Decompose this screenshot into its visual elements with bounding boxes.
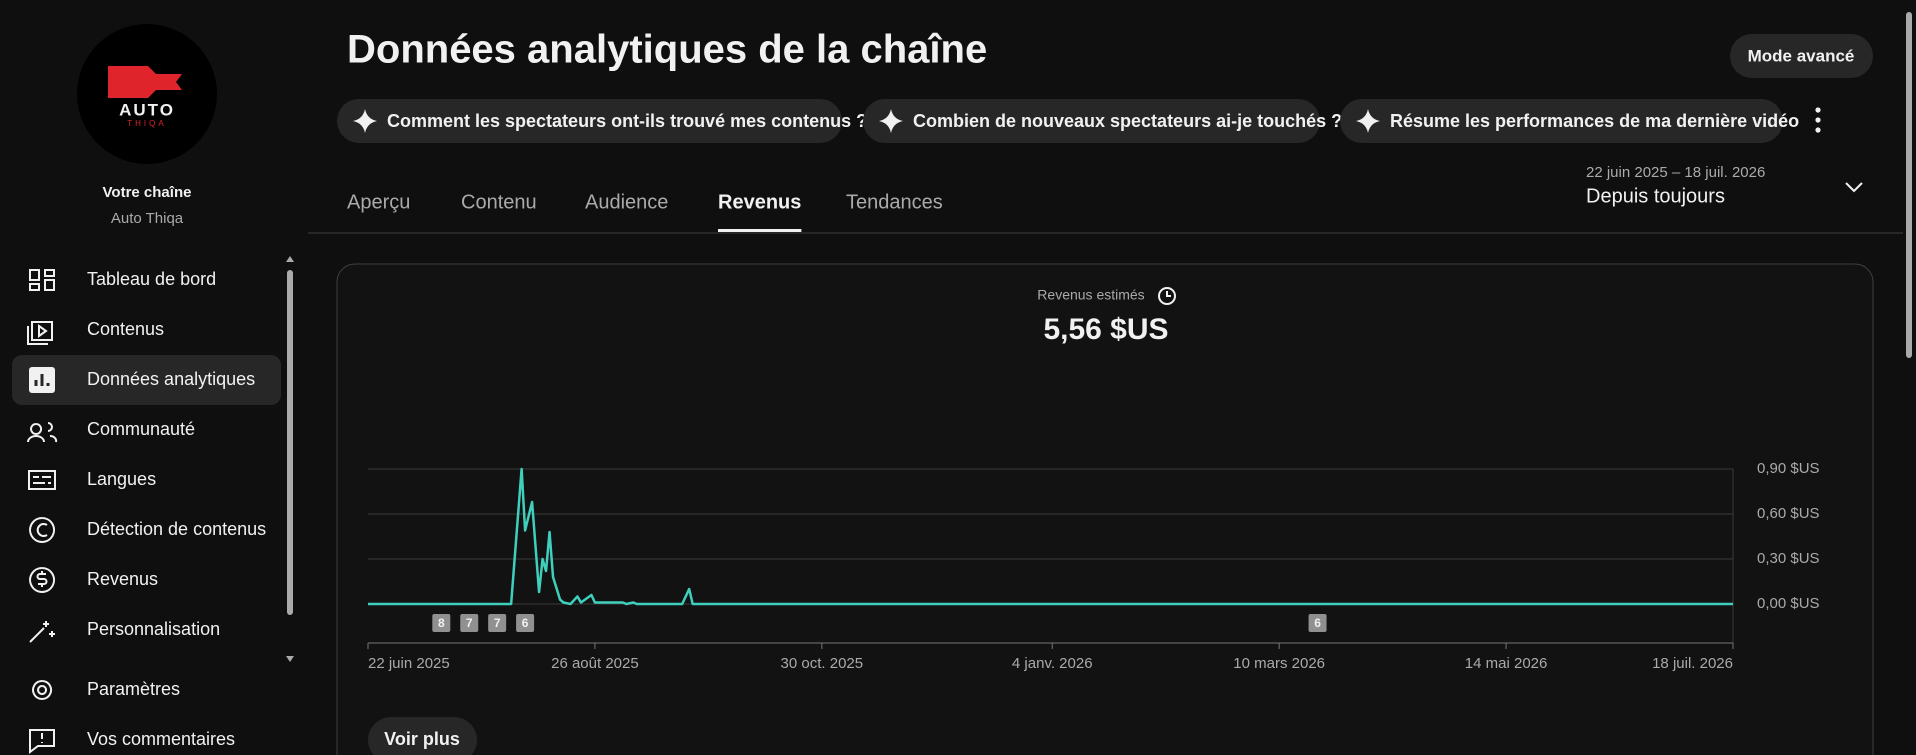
date-label[interactable]: Depuis toujours bbox=[1586, 185, 1725, 207]
x-tick-label: 10 mars 2026 bbox=[1233, 655, 1325, 672]
tab-underline bbox=[718, 229, 802, 232]
scroll-down[interactable] bbox=[286, 656, 294, 662]
x-tick-label: 22 juin 2025 bbox=[368, 655, 450, 672]
advanced-button[interactable] bbox=[1730, 34, 1873, 78]
nav-item[interactable]: Contenus bbox=[87, 319, 164, 339]
nav-item[interactable]: Détection de contenus bbox=[87, 519, 266, 539]
nav-active-bg bbox=[12, 355, 281, 405]
y-tick-label: 0,30 $US bbox=[1757, 550, 1820, 567]
nav-icon bbox=[29, 621, 55, 643]
logo-key bbox=[108, 66, 182, 98]
sparkle-icon bbox=[879, 109, 903, 133]
nav-icon bbox=[28, 470, 56, 490]
chart: 0,00 $US 0,30 $US 0,60 $US 0,90 $US 22 juin … bbox=[367, 460, 1820, 672]
nav-icon bbox=[27, 321, 53, 345]
sparkle-icon bbox=[1356, 109, 1380, 133]
chip[interactable] bbox=[863, 99, 1320, 143]
x-tick-label: 30 oct. 2025 bbox=[781, 655, 864, 672]
nav-icon bbox=[29, 729, 55, 754]
page-title: Données analytiques de la chaîne bbox=[347, 28, 987, 72]
y-tick-label: 0,90 $US bbox=[1757, 460, 1820, 477]
video-marker[interactable] bbox=[432, 614, 451, 632]
video-marker[interactable] bbox=[1308, 614, 1327, 632]
video-marker[interactable] bbox=[460, 614, 479, 632]
nav-item[interactable]: Tableau de bord bbox=[87, 269, 216, 289]
chips: Comment les spectateurs ont-ils trouvé m… bbox=[337, 99, 1799, 143]
chip-label: Combien de nouveaux spectateurs ai-je to… bbox=[913, 111, 1342, 131]
logo-subtext: THIQA bbox=[127, 119, 166, 128]
y-tick-label: 0,60 $US bbox=[1757, 505, 1820, 522]
advanced-button-label: Mode avancé bbox=[1748, 46, 1855, 65]
nav-icon bbox=[29, 269, 55, 291]
nav-icon bbox=[27, 422, 58, 443]
channel-name: Auto Thiqa bbox=[111, 210, 184, 227]
nav-icon bbox=[34, 374, 50, 386]
date-chevron[interactable] bbox=[1845, 182, 1863, 193]
nav-item[interactable]: Langues bbox=[87, 469, 156, 489]
nav-item[interactable]: Revenus bbox=[87, 569, 158, 589]
nav-icon bbox=[29, 567, 56, 593]
video-marker[interactable] bbox=[488, 614, 507, 632]
video-marker[interactable] bbox=[516, 614, 535, 632]
video-marker-label: 6 bbox=[522, 616, 529, 630]
more-button[interactable] bbox=[368, 717, 477, 755]
metric-label: Revenus estimés bbox=[1037, 287, 1144, 303]
nav-item[interactable]: Données analytiques bbox=[87, 369, 255, 389]
tab[interactable]: Contenu bbox=[461, 191, 537, 213]
tab[interactable]: Tendances bbox=[846, 191, 943, 213]
date-range: 22 juin 2025 – 18 juil. 2026 bbox=[1586, 164, 1765, 181]
revenue-line bbox=[368, 467, 1733, 606]
y-tick-label: 0,00 $US bbox=[1757, 595, 1820, 612]
x-tick-label: 14 mai 2026 bbox=[1465, 655, 1548, 672]
nav-item[interactable]: Personnalisation bbox=[87, 619, 220, 639]
nav-icon bbox=[32, 680, 53, 700]
more-button-label: Voir plus bbox=[384, 729, 460, 749]
logo-text: AUTO bbox=[119, 100, 175, 119]
video-marker-label: 7 bbox=[494, 616, 501, 630]
sparkle-icon bbox=[353, 109, 377, 133]
scroll-up[interactable] bbox=[286, 256, 294, 262]
chip[interactable] bbox=[337, 99, 842, 143]
x-tick-label: 26 août 2025 bbox=[551, 655, 639, 672]
tabs: Aperçu Contenu Audience Revenus Tendances bbox=[347, 191, 943, 232]
nav-item[interactable]: Paramètres bbox=[87, 679, 180, 699]
tab[interactable]: Aperçu bbox=[347, 191, 410, 213]
clock-icon[interactable] bbox=[1158, 287, 1176, 305]
tab[interactable]: Revenus bbox=[718, 191, 801, 213]
tab[interactable]: Audience bbox=[585, 191, 668, 213]
nav: Tableau de bord Contenus Données analytiqu… bbox=[12, 269, 281, 754]
video-marker-label: 7 bbox=[466, 616, 473, 630]
chip-label: Résume les performances de ma dernière v… bbox=[1390, 111, 1799, 131]
page-scrollbar[interactable] bbox=[1906, 12, 1912, 358]
x-tick-label: 4 janv. 2026 bbox=[1012, 655, 1093, 672]
chip-label: Comment les spectateurs ont-ils trouvé m… bbox=[387, 111, 867, 131]
channel-label: Votre chaîne bbox=[103, 184, 192, 201]
video-marker-label: 6 bbox=[1314, 616, 1321, 630]
chip[interactable] bbox=[1340, 99, 1783, 143]
metric-value: 5,56 $US bbox=[1043, 313, 1168, 346]
chart-card bbox=[336, 263, 1874, 755]
more-menu[interactable] bbox=[1815, 107, 1821, 133]
nav-item[interactable]: Vos commentaires bbox=[87, 729, 235, 749]
x-tick-label: 18 juil. 2026 bbox=[1652, 655, 1733, 672]
nav-item[interactable]: Communauté bbox=[87, 419, 195, 439]
sidebar-scrollbar[interactable] bbox=[287, 270, 293, 615]
nav-icon bbox=[29, 517, 56, 543]
video-marker-label: 8 bbox=[438, 616, 445, 630]
